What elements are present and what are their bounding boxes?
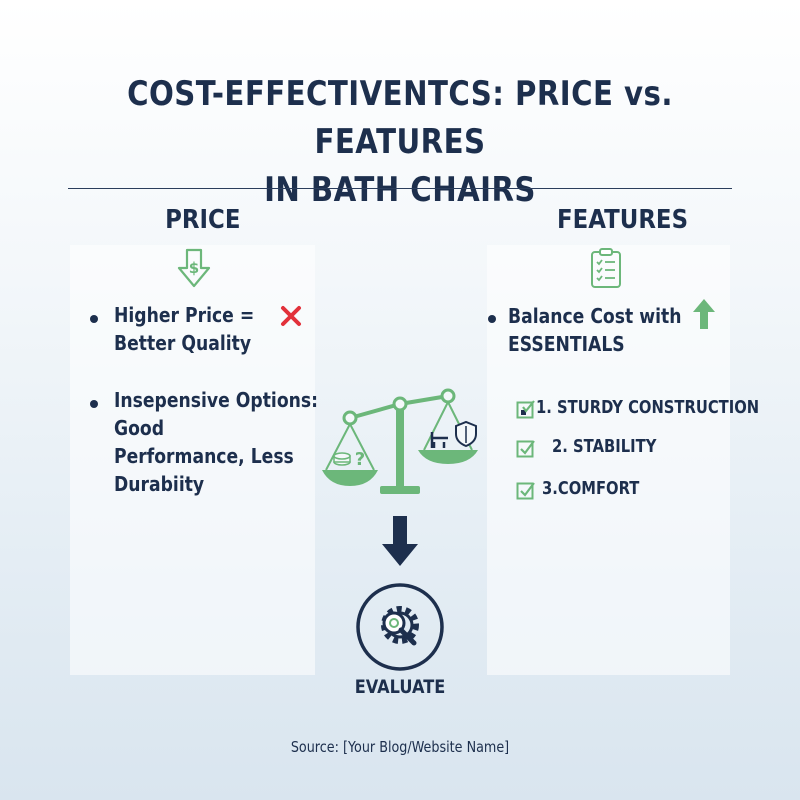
price-bullet-2-line-3: Performance, Less bbox=[114, 444, 294, 468]
title-divider bbox=[68, 188, 732, 189]
green-up-arrow-icon bbox=[693, 299, 715, 329]
clipboard-checklist-icon bbox=[591, 248, 621, 288]
red-x-icon bbox=[281, 306, 301, 326]
checkbox-icon bbox=[516, 400, 535, 419]
bullet-dot bbox=[90, 400, 98, 408]
checkbox-icon bbox=[516, 482, 535, 500]
feature-item-2: 2. STABILITY bbox=[552, 436, 657, 457]
price-panel bbox=[70, 245, 315, 675]
balance-scale-icon: ? bbox=[322, 388, 478, 494]
price-bullet-2: Insepensive Options: Good Performance, L… bbox=[114, 386, 318, 498]
title-line-2: IN BATH CHAIRS bbox=[264, 170, 536, 210]
price-bullet-2-line-2: Good bbox=[114, 416, 165, 440]
features-bullet-line-1: Balance Cost with bbox=[508, 304, 682, 328]
feature-item-3: 3.COMFORT bbox=[542, 478, 640, 499]
features-panel bbox=[487, 245, 730, 675]
down-arrow-icon bbox=[382, 516, 418, 566]
svg-text:$: $ bbox=[189, 259, 199, 277]
price-bullet-2-line-4: Durabiity bbox=[114, 472, 205, 496]
svg-text:?: ? bbox=[355, 449, 365, 470]
price-bullet-1-line-2: Better Quality bbox=[114, 331, 252, 355]
feature-item-1: 1. STURDY CONSTRUCTION bbox=[536, 397, 760, 418]
price-bullet-1-line-1: Higher Price = bbox=[114, 303, 255, 327]
dollar-down-arrow-icon: $ bbox=[177, 248, 211, 288]
title-line-1: COST-EFFECTIVENTCS: PRICE vs. FEATURES bbox=[127, 74, 673, 162]
page-title: COST-EFFECTIVENTCS: PRICE vs. FEATURES I… bbox=[56, 70, 744, 214]
checkbox-icon bbox=[516, 440, 535, 458]
evaluate-label: EVALUATE bbox=[354, 676, 446, 698]
price-bullet-1: Higher Price = Better Quality bbox=[114, 301, 254, 357]
price-bullet-2-line-1: Insepensive Options: bbox=[114, 388, 319, 412]
features-bullet-line-2: ESSENTIALS bbox=[508, 332, 625, 356]
features-heading: FEATURES bbox=[556, 205, 689, 235]
features-bullet: Balance Cost with ESSENTIALS bbox=[508, 302, 681, 358]
bullet-dot bbox=[90, 315, 98, 323]
price-heading: PRICE bbox=[165, 205, 241, 235]
gear-magnifier-icon bbox=[356, 583, 444, 671]
bullet-dot bbox=[488, 315, 496, 323]
source-credit: Source: [Your Blog/Website Name] bbox=[290, 738, 510, 756]
